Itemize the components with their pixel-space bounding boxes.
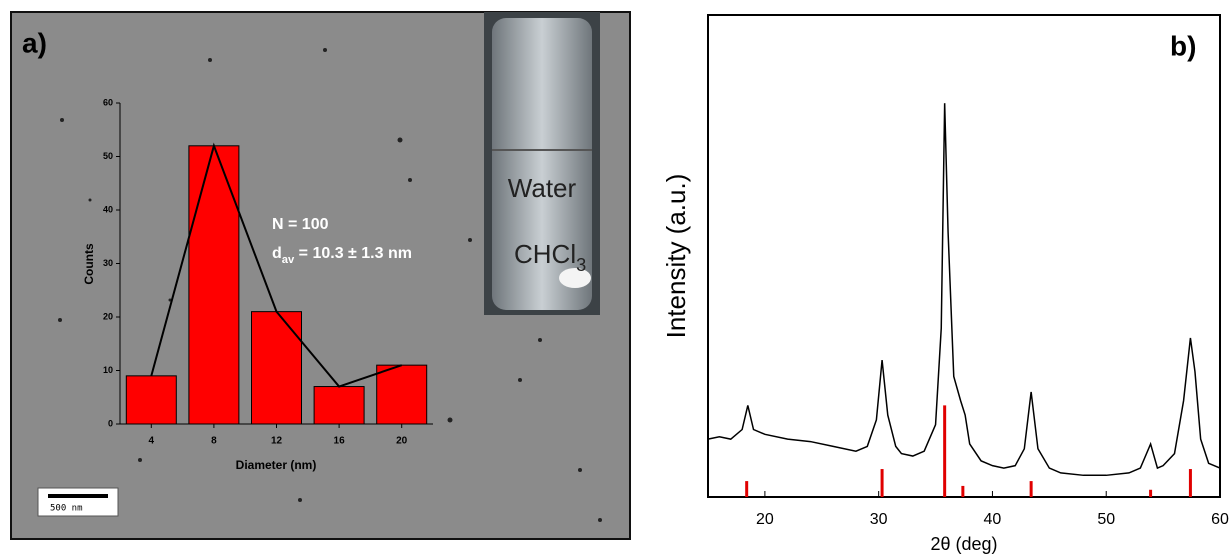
panel-label: b) bbox=[1170, 30, 1196, 61]
x-tick-label: 20 bbox=[396, 436, 408, 447]
trend-line bbox=[150, 142, 403, 388]
y-tick-label: 30 bbox=[103, 258, 113, 268]
y-tick-label: 10 bbox=[103, 365, 113, 375]
annotation-n: N = 100 bbox=[272, 216, 329, 233]
vial bbox=[492, 18, 592, 310]
annotation-dav-sub: av bbox=[282, 254, 295, 266]
x-tick-label: 20 bbox=[756, 511, 774, 528]
y-tick-label: 0 bbox=[108, 418, 113, 428]
scale-bar-label: 500 nm bbox=[50, 504, 83, 514]
scale-bar-box bbox=[37, 487, 119, 517]
inset-label-main: CHCl bbox=[514, 239, 576, 269]
bar bbox=[251, 311, 302, 425]
bar bbox=[125, 375, 177, 425]
x-tick-label: 40 bbox=[984, 511, 1002, 528]
panel-a bbox=[10, 11, 631, 540]
sem-particles bbox=[58, 48, 602, 522]
bar bbox=[313, 386, 365, 425]
inset-label: Water bbox=[508, 173, 577, 203]
annotation-dav-rest: = 10.3 ± 1.3 nm bbox=[294, 245, 412, 262]
x-axis-label: Diameter (nm) bbox=[236, 458, 317, 472]
x-tick-label: 4 bbox=[149, 436, 155, 447]
bar bbox=[376, 364, 428, 425]
x-tick-label: 12 bbox=[271, 436, 283, 447]
xrd-pattern bbox=[707, 103, 1221, 477]
inset-label: CHCl3 bbox=[514, 239, 586, 275]
annotation-dav: dav = 10.3 ± 1.3 nm bbox=[272, 245, 412, 266]
inset-label-sub: 3 bbox=[576, 255, 586, 275]
x-tick-label: 60 bbox=[1211, 511, 1229, 528]
y-tick-label: 50 bbox=[103, 151, 113, 161]
x-axis-label: 2θ (deg) bbox=[930, 534, 997, 554]
y-tick-label: 60 bbox=[103, 97, 113, 107]
x-tick-label: 30 bbox=[870, 511, 888, 528]
x-tick-label: 50 bbox=[1097, 511, 1115, 528]
plot-frame bbox=[707, 14, 1221, 498]
x-tick-label: 16 bbox=[334, 436, 346, 447]
x-tick-label: 8 bbox=[211, 436, 217, 447]
particle-pellet bbox=[559, 268, 591, 288]
panel-label: a) bbox=[22, 27, 47, 58]
y-tick-label: 40 bbox=[103, 204, 113, 214]
y-axis-label: Counts bbox=[82, 243, 96, 285]
y-axis-label: Intensity (a.u.) bbox=[661, 174, 691, 339]
panel-b bbox=[707, 14, 1221, 498]
annotation-dav-main: d bbox=[272, 245, 282, 262]
bar bbox=[188, 145, 240, 425]
y-tick-label: 20 bbox=[103, 311, 113, 321]
